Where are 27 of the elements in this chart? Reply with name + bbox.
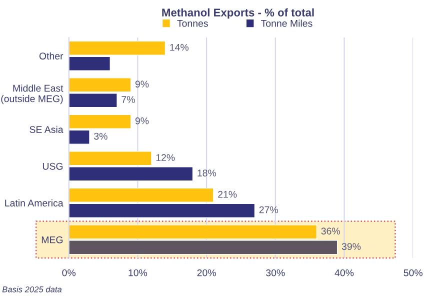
- data-label: 7%: [122, 96, 135, 103]
- y-tick-label: USG: [42, 162, 63, 170]
- x-tick-label: 10%: [128, 269, 148, 276]
- data-label: 36%: [321, 228, 340, 235]
- x-tick-label: 0%: [62, 269, 76, 276]
- x-tick-label: 50%: [404, 269, 422, 276]
- data-label: 14%: [170, 44, 189, 51]
- x-tick-label: 40%: [334, 269, 354, 276]
- y-tick-label: Middle East (outside MEG): [1, 84, 64, 104]
- data-label: 27%: [259, 206, 278, 214]
- data-label: 12%: [156, 154, 175, 161]
- legend-label: Tonnes: [177, 20, 208, 27]
- y-tick-label: MEG: [42, 236, 63, 244]
- legend-label: Tonne Miles: [261, 20, 312, 27]
- data-label: 9%: [135, 80, 149, 88]
- y-tick-label: Other: [39, 52, 64, 60]
- x-tick-label: 30%: [266, 269, 285, 276]
- x-tick-label: 20%: [197, 269, 216, 276]
- data-label: 9%: [135, 117, 149, 124]
- text: Basis 2025 data: [2, 286, 62, 292]
- y-tick-label: SE Asia: [30, 126, 64, 133]
- y-tick-label: Latin America: [5, 199, 64, 206]
- chart-title: Methanol Exports - % of total: [162, 8, 314, 19]
- data-label: 21%: [218, 190, 237, 198]
- data-label: 39%: [342, 243, 361, 250]
- data-label: 3%: [94, 132, 108, 140]
- data-label: 18%: [198, 170, 216, 176]
